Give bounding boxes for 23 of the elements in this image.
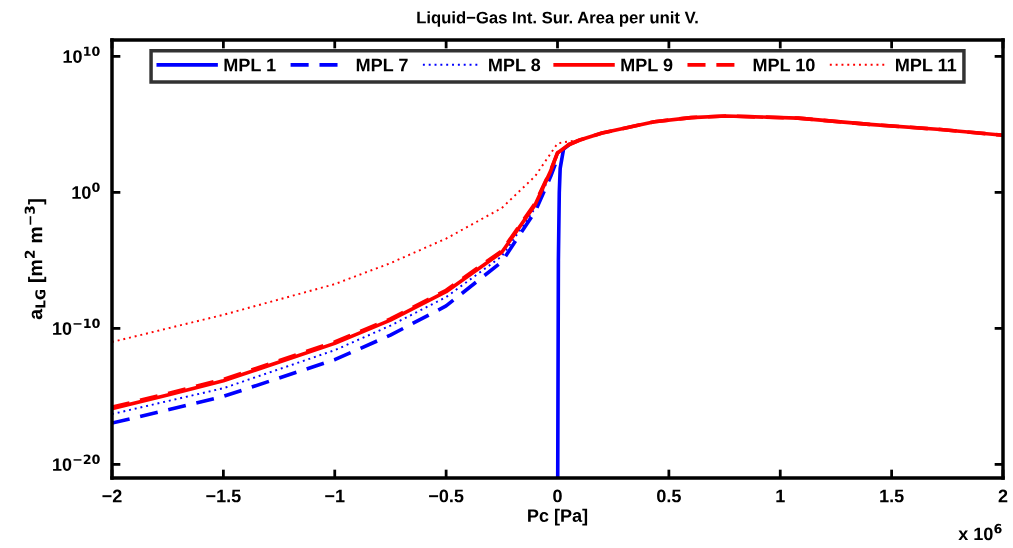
x-tick-label: 1: [776, 489, 785, 503]
legend-label: MPL 10: [753, 58, 815, 72]
y-tick-label: 10$^{−20}$: [53, 454, 100, 471]
x-tick-label: 1.5: [880, 489, 904, 503]
x-tick-label: −1.5: [206, 489, 241, 503]
x-tick-label: 0.5: [657, 489, 681, 503]
x-tick-label: 2: [998, 489, 1008, 503]
y-tick-label: 10$^{−10}$: [53, 318, 100, 335]
x-tick-label: −0.5: [429, 489, 464, 503]
legend-label: MPL 1: [224, 58, 276, 72]
text: x 10$^{6}$: [958, 523, 1002, 541]
x-tick-label: −2: [102, 489, 122, 503]
x-tick-label: −1: [325, 489, 345, 503]
y-tick-label: 10$^{0}$: [72, 182, 100, 199]
legend-label: MPL 11: [896, 58, 957, 72]
y-axis-title: a$_{LG}$ [m$^{2}$ m$^{−3}$]: [24, 199, 47, 320]
chart-title: Liquid−Gas Int. Sur. Area per unit V.: [417, 11, 698, 27]
legend-label: MPL 7: [356, 58, 408, 72]
legend-label: MPL 9: [621, 58, 673, 72]
x-tick-label: 0: [553, 489, 562, 503]
legend-label: MPL 8: [489, 58, 541, 72]
x-axis-title: Pc [Pa]: [528, 508, 588, 526]
y-tick-label: 10$^{10}$: [63, 46, 100, 63]
